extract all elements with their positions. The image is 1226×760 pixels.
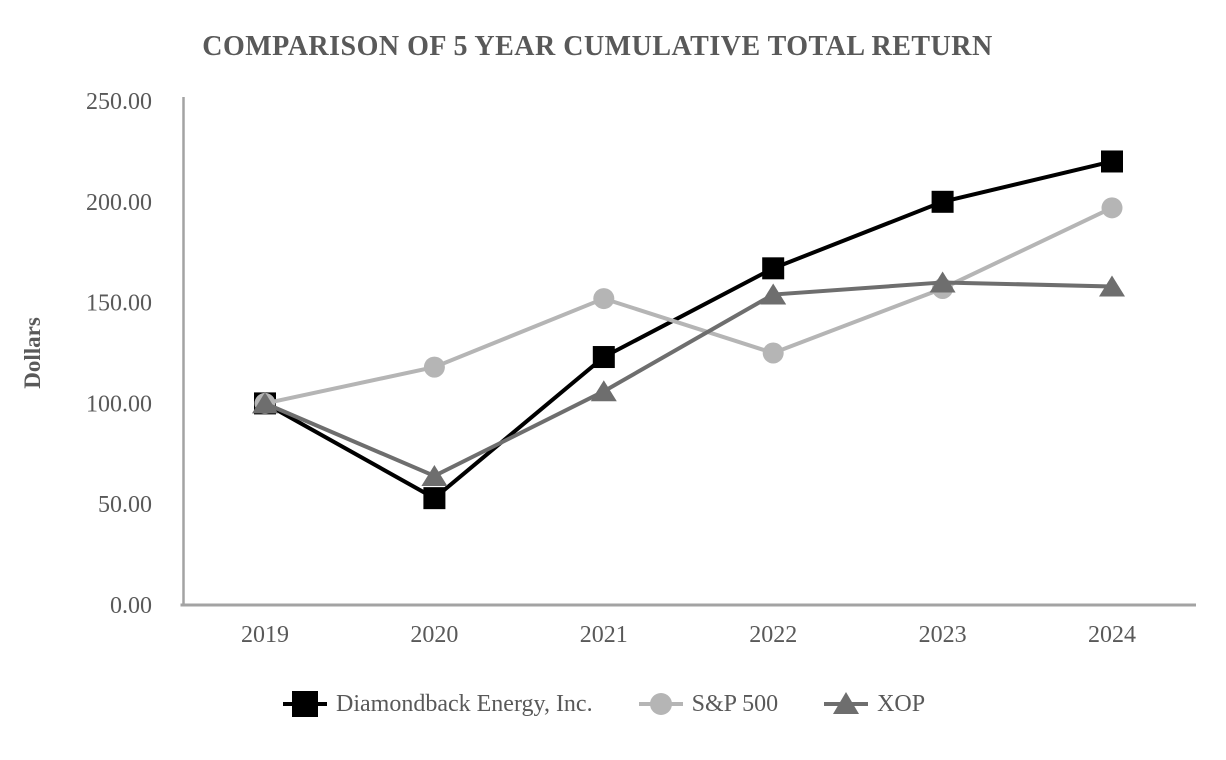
data-point-triangle-marker [929, 271, 956, 293]
y-axis-tick-label: 150.00 [86, 291, 152, 317]
series-line [264, 159, 1113, 501]
x-axis-tick-label: 2024 [1088, 622, 1136, 648]
data-point-triangle-marker [1099, 275, 1125, 297]
data-point-circle-marker [1101, 197, 1123, 219]
x-axis-tick-label: 2023 [919, 622, 967, 648]
legend-label: XOP [877, 690, 926, 717]
legend-item: S&P 500 [638, 687, 779, 721]
data-point-triangle-marker [421, 464, 448, 486]
data-point-square-marker [1101, 150, 1123, 173]
legend-triangle-marker-icon [824, 692, 869, 714]
data-point-square-marker [931, 190, 954, 213]
legend-label: S&P 500 [691, 690, 779, 717]
legend-circle-marker-icon [638, 693, 683, 715]
data-point-circle-marker [762, 342, 784, 364]
y-axis-title: Dollars [20, 317, 45, 389]
x-axis-tick-label: 2022 [749, 622, 797, 648]
data-point-circle-marker [593, 288, 615, 310]
legend-item: Diamondback Energy, Inc. [283, 687, 593, 721]
y-axis-tick-label: 50.00 [98, 492, 152, 518]
data-point-circle-marker [423, 356, 445, 378]
data-point-triangle-marker [590, 380, 617, 402]
series-line [264, 206, 1113, 406]
x-axis-tick-label: 2019 [241, 622, 289, 648]
x-axis-tick-label: 2020 [410, 622, 458, 648]
y-axis-tick-label: 200.00 [86, 190, 152, 216]
legend-label: Diamondback Energy, Inc. [336, 690, 593, 717]
data-point-square-marker [762, 257, 785, 280]
data-point-square-marker [423, 487, 446, 510]
data-point-triangle-marker [760, 283, 787, 305]
x-axis-tick-label: 2021 [580, 622, 628, 648]
series-line [264, 280, 1113, 479]
legend-square-marker-icon [283, 691, 327, 717]
y-axis-tick-label: 0.00 [110, 593, 152, 619]
chart-legend: Diamondback Energy, Inc. S&P 500 XOP [283, 687, 925, 721]
y-axis-tick-label: 250.00 [86, 89, 152, 115]
y-axis-tick-label: 100.00 [86, 391, 152, 417]
chart-title: COMPARISON OF 5 YEAR CUMULATIVE TOTAL RE… [202, 31, 993, 62]
data-point-triangle-marker [252, 392, 278, 414]
legend-item: XOP [824, 687, 925, 721]
data-point-square-marker [592, 346, 615, 369]
